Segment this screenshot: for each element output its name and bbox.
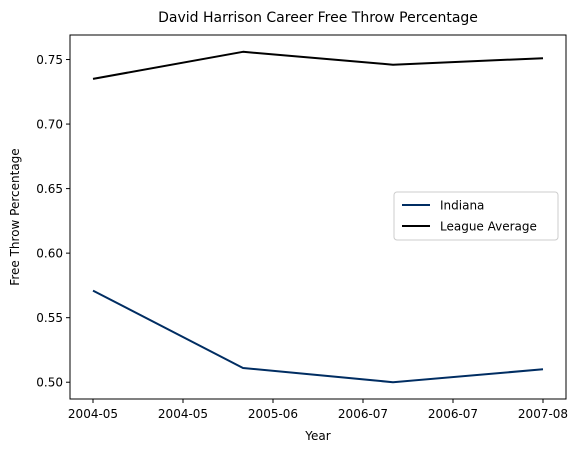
y-tick-label: 0.75 — [36, 53, 63, 67]
legend: Indiana League Average — [393, 191, 559, 241]
y-tick-label: 0.55 — [36, 311, 63, 325]
series-layer — [92, 50, 544, 384]
series-line-league-average — [92, 50, 544, 80]
y-tick-label: 0.70 — [36, 118, 63, 132]
x-axis-label: Year — [304, 429, 330, 443]
y-axis: 0.50 0.55 0.60 0.65 0.70 0.75 — [36, 53, 70, 390]
legend-label: League Average — [440, 220, 537, 234]
y-tick-label: 0.65 — [36, 182, 63, 196]
y-axis-label: Free Throw Percentage — [8, 148, 22, 285]
series-line-indiana — [92, 289, 544, 384]
legend-box — [393, 191, 559, 241]
legend-label: Indiana — [440, 199, 484, 213]
plot-area — [69, 34, 567, 400]
y-tick-label: 0.60 — [36, 247, 63, 261]
x-tick-label: 2005-06 — [248, 407, 298, 421]
chart-title: David Harrison Career Free Throw Percent… — [158, 10, 478, 26]
x-tick-label: 2004-05 — [68, 407, 118, 421]
x-tick-label: 2006-07 — [338, 407, 388, 421]
x-tick-label: 2006-07 — [428, 407, 478, 421]
x-axis: 2004-05 2004-05 2005-06 2006-07 2006-07 2007-… — [68, 399, 568, 421]
y-tick-label: 0.50 — [36, 376, 63, 390]
x-tick-label: 2007-08 — [518, 407, 568, 421]
x-tick-label: 2004-05 — [158, 407, 208, 421]
